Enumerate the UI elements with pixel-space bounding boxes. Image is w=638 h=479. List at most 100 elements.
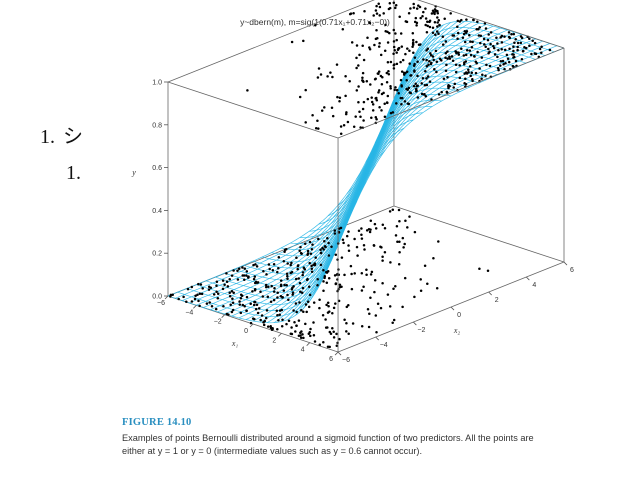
- data-point: [507, 35, 511, 39]
- data-point: [240, 294, 244, 298]
- data-point: [384, 23, 387, 27]
- data-point: [512, 45, 515, 49]
- data-point: [394, 234, 398, 237]
- x2-tick-mark: [563, 261, 568, 266]
- data-point: [319, 73, 323, 76]
- data-point: [386, 41, 390, 44]
- data-point: [489, 42, 492, 46]
- data-point: [388, 31, 391, 35]
- data-point: [435, 287, 439, 290]
- data-point: [412, 84, 416, 88]
- data-point: [276, 270, 279, 274]
- data-point: [337, 299, 341, 303]
- data-point: [344, 75, 347, 78]
- data-point: [391, 321, 394, 325]
- data-point: [430, 98, 433, 101]
- data-point: [496, 66, 500, 70]
- data-point: [516, 41, 520, 45]
- data-point: [476, 50, 479, 54]
- data-point: [528, 44, 531, 48]
- data-point: [210, 304, 214, 308]
- data-point: [186, 287, 190, 291]
- data-point: [513, 41, 516, 44]
- data-point: [350, 41, 354, 44]
- data-point: [404, 219, 407, 222]
- data-point: [333, 232, 337, 235]
- data-point: [221, 287, 225, 291]
- data-point: [290, 332, 294, 336]
- data-point: [355, 66, 358, 70]
- data-point: [194, 294, 197, 298]
- data-point: [391, 208, 395, 211]
- data-point: [392, 52, 395, 56]
- data-point: [295, 310, 298, 314]
- data-point: [414, 16, 418, 20]
- data-point: [329, 71, 332, 74]
- data-point: [411, 32, 415, 35]
- data-point: [338, 96, 342, 100]
- y-tick-label: 0.6: [152, 165, 162, 172]
- data-point: [277, 255, 281, 259]
- data-point: [372, 14, 375, 17]
- data-point: [280, 324, 284, 328]
- data-point: [512, 32, 516, 36]
- data-point: [399, 78, 403, 82]
- surface-mesh-line: [316, 40, 543, 291]
- data-point: [366, 36, 369, 40]
- data-point: [479, 34, 483, 37]
- y-tick-label: 0.2: [152, 251, 162, 258]
- data-point: [378, 41, 381, 45]
- data-point: [319, 251, 323, 255]
- data-point: [436, 25, 439, 28]
- data-point: [208, 301, 211, 304]
- data-point: [372, 244, 376, 247]
- data-point: [245, 295, 249, 299]
- data-point: [435, 30, 439, 33]
- data-point: [396, 240, 399, 244]
- data-point: [301, 273, 304, 277]
- data-point: [198, 292, 202, 295]
- data-point: [405, 87, 408, 91]
- data-point: [297, 277, 300, 280]
- data-point: [392, 287, 395, 291]
- x2-tick-label: 6: [570, 267, 574, 274]
- x2-tick-mark: [413, 321, 417, 326]
- data-point: [484, 74, 487, 77]
- data-point: [201, 287, 204, 290]
- data-point: [375, 12, 379, 15]
- x1-tick-label: 0: [244, 328, 248, 335]
- data-point: [397, 91, 400, 95]
- data-point: [352, 12, 355, 15]
- data-point: [297, 319, 301, 322]
- data-point: [469, 40, 472, 43]
- data-point: [394, 86, 397, 89]
- data-point: [415, 7, 419, 10]
- data-point: [237, 267, 241, 271]
- data-point: [238, 300, 241, 303]
- data-point: [215, 284, 218, 287]
- data-point: [374, 37, 378, 41]
- data-point: [370, 116, 373, 119]
- data-point: [424, 23, 427, 27]
- data-point: [359, 115, 362, 119]
- data-point: [395, 51, 398, 54]
- data-point: [276, 296, 279, 299]
- data-point: [516, 45, 519, 49]
- data-point: [428, 25, 432, 29]
- data-point: [412, 51, 415, 55]
- data-point: [309, 327, 312, 331]
- data-point: [371, 109, 375, 112]
- data-point: [398, 220, 401, 223]
- data-point: [293, 321, 296, 324]
- data-point: [449, 12, 452, 15]
- data-point: [500, 41, 504, 44]
- data-point: [241, 303, 245, 307]
- data-point: [335, 332, 338, 336]
- data-point: [334, 302, 337, 305]
- data-point: [268, 267, 271, 271]
- data-point: [408, 62, 411, 65]
- data-point: [375, 4, 378, 8]
- data-point: [198, 304, 201, 308]
- data-point: [265, 309, 269, 312]
- data-point: [312, 301, 316, 304]
